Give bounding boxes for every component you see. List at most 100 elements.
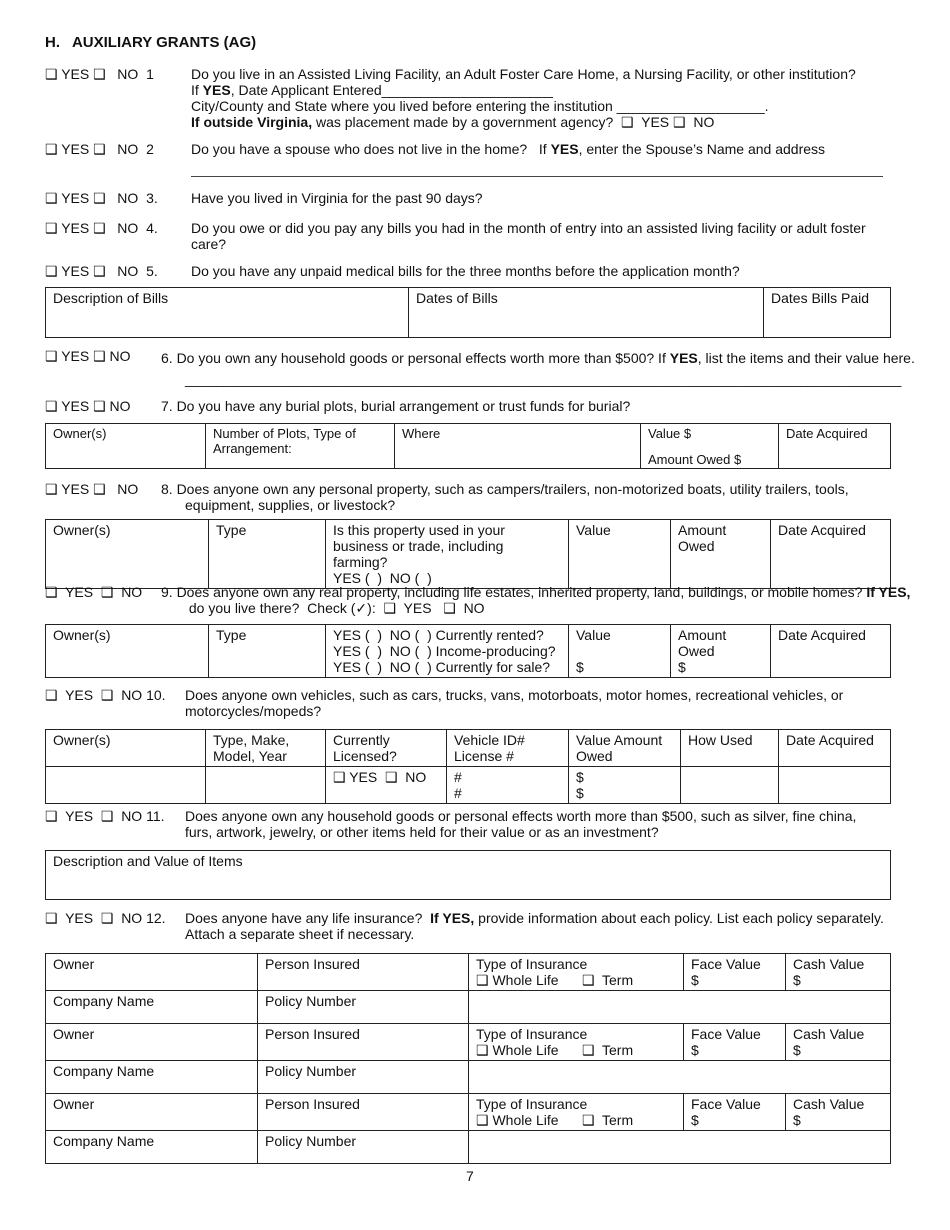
value-cell[interactable]: Value $ Amount Owed $ <box>640 423 779 469</box>
owner-cell[interactable]: Owner(s) <box>45 624 209 678</box>
personal-property-table: Owner(s) Type Is this property used in y… <box>45 519 891 589</box>
company-name-cell[interactable]: Company Name <box>45 990 258 1024</box>
plots-cell[interactable]: Number of Plots, Type of Arrangement: <box>205 423 395 469</box>
term-checkbox[interactable]: ❑ Term <box>581 1042 634 1058</box>
type-cell[interactable]: Type <box>208 624 326 678</box>
type-cell[interactable]: Type <box>208 519 326 589</box>
question-text: 6. Do you own any household goods or per… <box>161 350 670 366</box>
bills-table: Description of Bills Dates of Bills Dates … <box>45 287 891 338</box>
insurance-type-cell[interactable]: Type of Insurance ❑ Whole Life ❑ Term <box>468 1093 684 1131</box>
yes-no-checkboxes[interactable]: ❑ YES ❑ NO 2 <box>45 141 154 157</box>
header-owner: Owner(s) <box>45 729 206 767</box>
insurance-type-cell[interactable]: Type of Insurance ❑ Whole Life ❑ Term <box>468 953 684 991</box>
yes-no-checkboxes[interactable]: ❑ YES ❑ NO 11. <box>45 808 165 824</box>
date-cell[interactable] <box>778 766 891 804</box>
term-checkbox[interactable]: ❑ Term <box>581 972 634 988</box>
live-there-checkboxes[interactable]: do you live there? Check (✓): ❑ YES ❑ NO <box>185 600 485 616</box>
business-use-cell[interactable]: Is this property used in your business o… <box>325 519 569 589</box>
policy-number-cell[interactable]: Policy Number <box>257 1130 469 1164</box>
date-cell[interactable]: Date Acquired <box>778 423 891 469</box>
header-date: Date Acquired <box>778 729 891 767</box>
where-cell[interactable]: Where <box>394 423 641 469</box>
owner-cell[interactable] <box>45 766 206 804</box>
question-text: 7. Do you have any burial plots, burial … <box>161 398 631 414</box>
licensed-checkboxes[interactable]: ❑ YES ❑ NO <box>325 766 447 804</box>
header-paid[interactable]: Dates Bills Paid <box>763 287 891 338</box>
question-text: Does anyone own any household goods or p… <box>185 808 857 840</box>
question-text: Do you live in an Assisted Living Facili… <box>191 66 856 82</box>
blank-cell[interactable] <box>468 1060 891 1094</box>
yes-no-checkboxes[interactable]: ❑ YES ❑ NO <box>45 398 131 414</box>
header-description[interactable]: Description of Bills <box>45 287 409 338</box>
prior-location-field[interactable]: City/County and State where you lived be… <box>191 98 769 114</box>
header-how-used: How Used <box>680 729 779 767</box>
items-line[interactable]: , list the items and their value here. _… <box>185 350 915 387</box>
cash-value-cell[interactable]: Cash Value $ <box>785 953 891 991</box>
face-value-cell[interactable]: Face Value $ <box>683 1023 786 1061</box>
burial-table: Owner(s) Number of Plots, Type of Arrang… <box>45 423 891 469</box>
blank-cell[interactable] <box>468 1130 891 1164</box>
how-used-cell[interactable] <box>680 766 779 804</box>
owner-cell[interactable]: Owner(s) <box>45 423 206 469</box>
question-text: Does anyone have any life insurance? <box>185 910 431 926</box>
header-type: Type, Make, Model, Year <box>205 729 326 767</box>
question-text: Have you lived in Virginia for the past … <box>191 190 483 206</box>
yes-no-checkboxes[interactable]: ❑ YES ❑ NO 12. <box>45 910 166 926</box>
term-checkbox[interactable]: ❑ Term <box>581 1112 634 1128</box>
description-cell[interactable]: Description and Value of Items <box>45 850 891 900</box>
policy-number-cell[interactable]: Policy Number <box>257 990 469 1024</box>
yes-no-checkboxes[interactable]: ❑ YES ❑ NO 1 <box>45 66 154 82</box>
insurance-type-cell[interactable]: Type of Insurance ❑ Whole Life ❑ Term <box>468 1023 684 1061</box>
question-text: 8. Does anyone own any personal property… <box>161 481 849 513</box>
company-name-cell[interactable]: Company Name <box>45 1060 258 1094</box>
question-text: Does anyone own vehicles, such as cars, … <box>185 687 844 719</box>
cash-value-cell[interactable]: Cash Value $ <box>785 1023 891 1061</box>
question-text: Do you have a spouse who does not live i… <box>191 141 551 157</box>
yes-no-checkboxes[interactable]: ❑ YES ❑ NO <box>45 584 143 600</box>
vehicle-table: Owner(s) Type, Make, Model, Year Current… <box>45 729 891 804</box>
yes-no-checkboxes[interactable]: ❑ YES ❑ NO 5. <box>45 263 158 279</box>
amount-owed-cell[interactable]: Amount Owed <box>670 519 771 589</box>
face-value-cell[interactable]: Face Value $ <box>683 1093 786 1131</box>
policy-number-cell[interactable]: Policy Number <box>257 1060 469 1094</box>
yes-no-checkboxes[interactable]: ❑ YES ❑ NO 4. <box>45 220 158 236</box>
value-cell[interactable]: Value <box>568 519 671 589</box>
owner-cell[interactable]: Owner <box>45 953 258 991</box>
section-title: H. AUXILIARY GRANTS (AG) <box>45 34 257 51</box>
cash-value-cell[interactable]: Cash Value $ <box>785 1093 891 1131</box>
spouse-address-line[interactable] <box>191 176 883 177</box>
company-name-cell[interactable]: Company Name <box>45 1130 258 1164</box>
owner-cell[interactable]: Owner(s) <box>45 519 209 589</box>
placement-checkboxes[interactable]: was placement made by a government agenc… <box>312 114 715 130</box>
face-value-cell[interactable]: Face Value $ <box>683 953 786 991</box>
value-cell[interactable]: Value $ <box>568 624 671 678</box>
header-value: Value Amount Owed <box>568 729 681 767</box>
yes-no-checkboxes[interactable]: ❑ YES ❑ NO 10. <box>45 687 166 703</box>
page-number: 7 <box>466 1168 474 1184</box>
yes-no-checkboxes[interactable]: ❑ YES ❑ NO <box>45 348 131 364</box>
yes-no-checkboxes[interactable]: ❑ YES ❑ NO 3. <box>45 190 158 206</box>
whole-life-checkbox[interactable]: ❑ Whole Life <box>476 1112 559 1128</box>
blank-cell[interactable] <box>468 990 891 1024</box>
owner-cell[interactable]: Owner <box>45 1093 258 1131</box>
person-insured-cell[interactable]: Person Insured <box>257 1093 469 1131</box>
vehicle-id-cell[interactable]: # # <box>446 766 569 804</box>
whole-life-checkbox[interactable]: ❑ Whole Life <box>476 972 559 988</box>
date-cell[interactable]: Date Acquired <box>770 624 891 678</box>
person-insured-cell[interactable]: Person Insured <box>257 953 469 991</box>
owner-cell[interactable]: Owner <box>45 1023 258 1061</box>
real-property-table: Owner(s) Type YES ( ) NO ( ) Currently r… <box>45 624 891 678</box>
type-cell[interactable] <box>205 766 326 804</box>
yes-no-checkboxes[interactable]: ❑ YES ❑ NO <box>45 481 139 497</box>
amount-owed-cell[interactable]: Amount Owed $ <box>670 624 771 678</box>
header-licensed: Currently Licensed? <box>325 729 447 767</box>
person-insured-cell[interactable]: Person Insured <box>257 1023 469 1061</box>
date-entered-field[interactable]: , Date Applicant Entered________________… <box>230 82 553 98</box>
status-cell[interactable]: YES ( ) NO ( ) Currently rented? YES ( ) … <box>325 624 569 678</box>
question-text: 9. Does anyone own any real property, in… <box>161 584 863 600</box>
date-cell[interactable]: Date Acquired <box>770 519 891 589</box>
header-dates[interactable]: Dates of Bills <box>408 287 764 338</box>
value-cell[interactable]: $ $ <box>568 766 681 804</box>
whole-life-checkbox[interactable]: ❑ Whole Life <box>476 1042 559 1058</box>
